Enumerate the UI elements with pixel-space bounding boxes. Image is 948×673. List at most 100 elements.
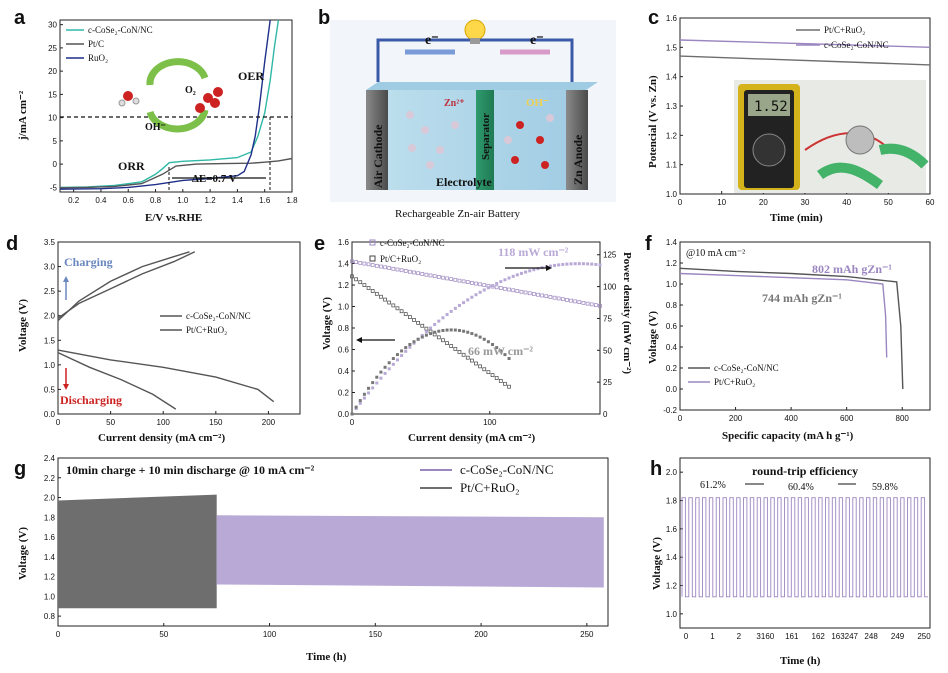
e-point-cocose-voltage	[503, 286, 507, 291]
e-point-ptc-voltage	[498, 379, 503, 383]
d-legend-cocose: c-CoSe₂-CoN/NC	[186, 311, 251, 321]
g-legend: c-CoSe₂-CoN/NC Pt/C+RuO₂	[420, 462, 553, 495]
c-legend: Pt/C+RuO₂ c-CoSe₂-CoN/NC	[796, 25, 889, 50]
a-legend-ruo2: RuO₂	[88, 53, 108, 63]
e-point-cocose-voltage	[577, 300, 582, 304]
e-point-ptc-power	[441, 328, 445, 332]
b-oh-label: OH⁻	[526, 97, 549, 109]
a-series-ruo2	[59, 19, 271, 190]
e-point-ptc-power	[437, 329, 441, 333]
e-point-ptc-power	[474, 333, 478, 337]
d-ytick-label: 3.0	[44, 263, 56, 272]
e-point-cocose-voltage	[507, 287, 511, 292]
panel-e-frame	[351, 241, 601, 415]
f-label-744: 744 mAh gZn⁻¹	[762, 291, 842, 305]
panel-c-discharge-chart: 0 10 20 30 40 50 60 1.0 1.1 1.2 1.3 1.4 1.5 1.6 Pt/C+…	[647, 14, 935, 224]
e-point-cocose-power	[507, 276, 511, 280]
e-point-ptc-power	[408, 343, 412, 347]
e-point-cocose-voltage	[428, 273, 433, 278]
e-point-cocose-voltage	[424, 272, 429, 277]
d-ytick-label: 1.5	[44, 336, 56, 345]
h-ytick-label: 1.0	[666, 610, 678, 619]
a-ytick-label: 10	[48, 114, 57, 123]
d-xlabel: Current density (mA cm⁻²)	[98, 432, 225, 444]
e-point-cocose-voltage	[465, 280, 470, 284]
e-xlabel: Current density (mA cm⁻²)	[408, 432, 535, 444]
e-point-cocose-power	[486, 286, 490, 290]
e-point-cocose-voltage	[498, 286, 503, 290]
d-xtick-label: 200	[262, 418, 276, 427]
h-ytick-label: 1.2	[666, 582, 678, 591]
e-peak2-label: 66 mW cm⁻²	[468, 344, 533, 358]
b-title: Rechargeable Zn-air Battery	[395, 208, 521, 220]
d-xtick-label: 150	[209, 418, 223, 427]
e-point-ptc-power	[457, 328, 461, 332]
a-orr-label: ORR	[118, 159, 145, 173]
e-point-cocose-voltage	[408, 269, 412, 274]
e-point-cocose-power	[474, 293, 478, 297]
e-ytick-label: 0.4	[338, 367, 350, 376]
c-ytick-label: 1.5	[666, 43, 678, 52]
f-xtick-label: 200	[729, 414, 743, 423]
g-ytick-label: 1.2	[44, 573, 56, 582]
e-point-cocose-power	[408, 345, 412, 349]
a-xtick-label: 0.2	[68, 196, 80, 205]
a-legend-cocose: c-CoSe₂-CoN/NC	[88, 25, 153, 35]
h-xtick-label: 250	[917, 632, 931, 641]
panel-h-efficiency-chart: 1.0 1.2 1.4 1.6 1.8 2.0 0 1 2 3160 161 162 163247 248…	[651, 457, 931, 667]
e-point-cocose-power	[557, 263, 561, 267]
b-air-cathode-label: Air Cathode	[371, 124, 385, 188]
e-ytick-label: 1.2	[338, 281, 350, 290]
e-point-cocose-voltage	[403, 269, 408, 273]
e-point-cocose-voltage	[581, 301, 586, 305]
e-point-ptc-voltage	[370, 289, 375, 293]
e-point-cocose-power	[420, 333, 424, 337]
e-point-ptc-voltage	[387, 300, 392, 305]
e-point-ptc-voltage	[399, 309, 404, 314]
e-point-ptc-power	[482, 337, 486, 341]
e-point-ptc-voltage	[395, 306, 400, 311]
e-point-cocose-voltage	[358, 260, 363, 265]
f-ytick-label: -0.2	[663, 406, 677, 415]
a-legend: c-CoSe₂-CoN/NC Pt/C RuO₂	[66, 25, 153, 63]
e-point-ptc-power	[478, 335, 482, 339]
e-point-cocose-power	[462, 301, 466, 305]
e-point-cocose-voltage	[527, 291, 532, 296]
e-point-cocose-power	[383, 371, 387, 375]
a-ytick-label: 25	[48, 44, 57, 53]
c-ytick-label: 1.4	[666, 73, 678, 82]
d-series-pt-c-ruo2-discharge	[57, 351, 177, 410]
a-ytick-label: 15	[48, 90, 57, 99]
e-y2tick-label: 25	[603, 378, 612, 387]
e-point-ptc-voltage	[403, 312, 408, 316]
e-point-cocose-voltage	[445, 276, 449, 281]
g-ytick-label: 1.6	[44, 533, 56, 542]
e-point-ptc-voltage	[379, 294, 383, 299]
e-point-cocose-voltage	[457, 278, 462, 283]
e-point-cocose-power	[375, 381, 379, 385]
f-ytick-label: 0.0	[666, 385, 678, 394]
e-legend: c-CoSe₂-CoN/NC Pt/C+RuO₂	[369, 238, 445, 264]
c-series-c-cose2-con-nc	[679, 39, 931, 48]
c-xtick-label: 10	[717, 198, 726, 207]
e-point-ptc-power	[453, 328, 457, 332]
h-xtick-label: 161	[785, 632, 799, 641]
e-point-cocose-power	[362, 396, 366, 400]
panel-label-h: h	[650, 458, 662, 480]
e-point-cocose-voltage	[552, 295, 557, 300]
e-point-cocose-power	[515, 273, 519, 277]
f-ytick-label: 1.0	[666, 280, 678, 289]
e-point-cocose-voltage	[536, 292, 540, 297]
e-point-cocose-voltage	[453, 278, 458, 282]
f-ytick-label: 0.4	[666, 343, 678, 352]
e-point-cocose-power	[379, 376, 383, 380]
e-point-ptc-power	[350, 412, 354, 416]
d-ytick-label: 2.0	[44, 312, 56, 321]
e-point-cocose-voltage	[436, 275, 441, 279]
e-point-ptc-power	[433, 330, 437, 334]
glove-icon	[817, 162, 883, 190]
h-xtick-label: 162	[812, 632, 826, 641]
g-band-pt-c-ruo2	[58, 494, 217, 609]
e-y2tick-label: 100	[603, 283, 617, 292]
e-point-cocose-power	[404, 349, 408, 353]
